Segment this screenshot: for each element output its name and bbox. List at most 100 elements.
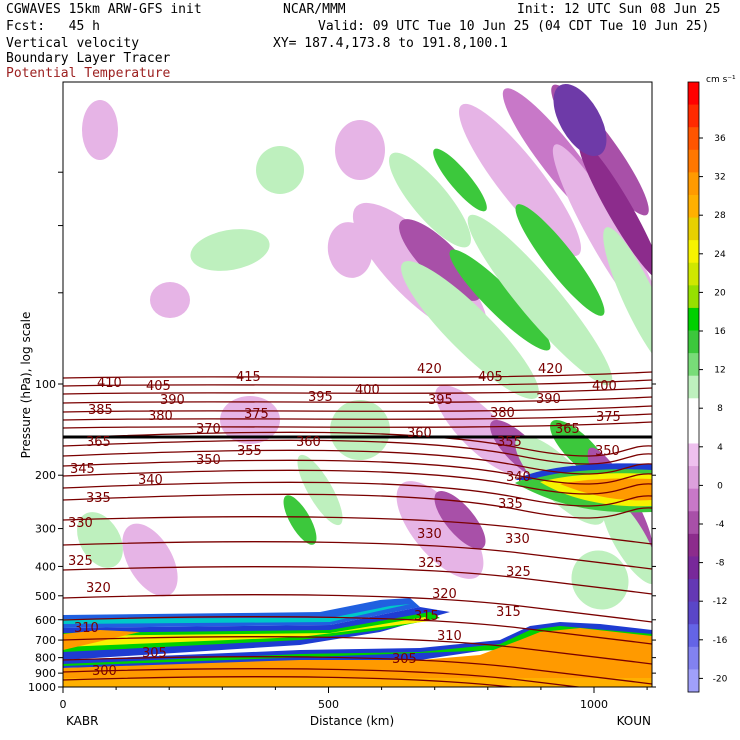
y-tick-label-800: 800 xyxy=(35,652,56,665)
colorbar-label-11: -8 xyxy=(716,559,725,569)
colorbar-label-1: 32 xyxy=(714,173,725,183)
isentrope-21 xyxy=(63,668,584,687)
isentrope-22 xyxy=(63,676,517,687)
theta-label-3: 395 xyxy=(308,390,333,405)
theta-label-20: 355 xyxy=(497,435,522,450)
velocity-contour-12 xyxy=(553,83,607,157)
velocity-contour-8 xyxy=(515,204,605,316)
theta-label-8: 390 xyxy=(160,393,185,408)
isentrope-0 xyxy=(63,371,652,379)
field-potential-temperature: Potential Temperature xyxy=(6,66,171,81)
y-tick-label-1000: 1000 xyxy=(28,681,56,694)
x-axis-label: Distance (km) xyxy=(310,714,394,728)
velocity-contour-35 xyxy=(571,550,629,610)
theta-label-37: 320 xyxy=(86,581,111,596)
colorbar-swatch-6 xyxy=(688,217,699,241)
colorbar-swatch-24 xyxy=(688,624,699,648)
theta-label-7: 420 xyxy=(538,362,563,377)
velocity-contour-18 xyxy=(190,229,270,271)
colorbar-swatch-19 xyxy=(688,511,699,535)
isentrope-10 xyxy=(63,459,652,485)
endpoint-right: KOUN xyxy=(617,714,651,728)
isentrope-12 xyxy=(63,481,652,507)
colorbar-swatch-18 xyxy=(688,488,699,512)
isentrope-17 xyxy=(63,594,652,623)
theta-label-0: 410 xyxy=(97,376,122,391)
velocity-contour-10 xyxy=(578,140,652,280)
velocity-contour-17 xyxy=(256,146,304,194)
theta-label-38: 320 xyxy=(432,587,457,602)
tracer-upper-cyan xyxy=(63,604,410,624)
theta-label-43: 305 xyxy=(142,646,167,661)
colorbar-swatch-11 xyxy=(688,330,699,354)
colorbar-label-14: -20 xyxy=(713,674,728,684)
valid-time: Valid: 09 UTC Tue 10 Jun 25 (04 CDT Tue … xyxy=(318,19,710,34)
theta-label-28: 340 xyxy=(506,470,531,485)
velocity-contour-26 xyxy=(601,495,652,585)
theta-label-30: 335 xyxy=(498,497,523,512)
velocity-contour-16 xyxy=(335,120,385,180)
colorbar-label-10: -4 xyxy=(716,520,725,530)
velocity-contour-32 xyxy=(77,512,123,568)
isentrope-18 xyxy=(63,616,652,645)
y-tick-label-700: 700 xyxy=(35,634,56,647)
theta-label-33: 330 xyxy=(505,532,530,547)
colorbar-swatch-4 xyxy=(688,172,699,196)
colorbar-swatch-13 xyxy=(688,375,699,399)
colorbar-label-8: 4 xyxy=(717,443,723,453)
theta-label-16: 375 xyxy=(596,410,621,425)
colorbar-label-3: 24 xyxy=(714,250,726,260)
colorbar-label-4: 20 xyxy=(714,288,726,298)
velocity-contour-13 xyxy=(389,152,471,248)
theta-isentropes xyxy=(63,371,652,687)
colorbar-frame xyxy=(687,81,700,693)
theta-label-44: 305 xyxy=(392,652,417,667)
velocity-contour-4 xyxy=(399,219,481,301)
field-boundary-layer-tracer: Boundary Layer Tracer xyxy=(6,51,171,66)
y-tick-label-100: 100 xyxy=(35,378,56,391)
theta-label-21: 365 xyxy=(555,422,580,437)
colorbar-swatch-2 xyxy=(688,127,699,151)
theta-label-41: 310 xyxy=(74,621,99,636)
velocity-contour-6 xyxy=(449,249,551,351)
theta-label-15: 390 xyxy=(536,392,561,407)
velocity-contour-19 xyxy=(150,282,190,318)
xy-endpoints: XY= 187.4,173.8 to 191.8,100.1 xyxy=(273,36,508,51)
y-tick-label-300: 300 xyxy=(35,523,56,536)
init-time: Init: 12 UTC Sun 08 Jun 25 xyxy=(517,2,721,17)
colorbar-swatch-15 xyxy=(688,420,699,444)
velocity-contour-15 xyxy=(327,222,373,278)
x-tick-label-500: 500 xyxy=(318,698,339,711)
velocity-contour-29 xyxy=(297,454,343,526)
velocity-contour-5 xyxy=(401,261,539,399)
colorbar-swatch-23 xyxy=(688,601,699,625)
velocity-contour-31 xyxy=(122,523,178,597)
theta-label-9: 400 xyxy=(592,379,617,394)
isentrope-14 xyxy=(63,516,652,545)
theta-label-27: 340 xyxy=(138,473,163,488)
theta-label-45: 300 xyxy=(92,664,117,679)
tracer-middle-yellow xyxy=(63,617,430,647)
velocity-contour-30 xyxy=(283,495,317,545)
theta-label-4: 400 xyxy=(355,383,380,398)
y-tick-label-500: 500 xyxy=(35,590,56,603)
theta-label-10: 385 xyxy=(88,403,113,418)
colorbar-swatch-5 xyxy=(688,194,699,219)
colorbar-swatch-12 xyxy=(688,353,699,377)
velocity-contour-11 xyxy=(603,227,652,373)
isentrope-20 xyxy=(63,656,652,685)
tracer-surface-band xyxy=(63,678,652,687)
velocity-contour-0 xyxy=(458,103,582,257)
theta-label-19: 360 xyxy=(296,435,321,450)
colorbar-swatch-14 xyxy=(688,398,699,422)
y-tick-label-200: 200 xyxy=(35,469,56,482)
colorbar-swatch-17 xyxy=(688,466,699,490)
isentrope-7 xyxy=(63,431,652,457)
theta-label-2: 415 xyxy=(236,370,261,385)
colorbar-label-5: 16 xyxy=(714,327,726,337)
isentrope-19 xyxy=(63,636,652,665)
velocity-contour-7 xyxy=(467,214,613,386)
colorbar-label-2: 28 xyxy=(714,211,726,221)
isentrope-9 xyxy=(63,449,652,475)
